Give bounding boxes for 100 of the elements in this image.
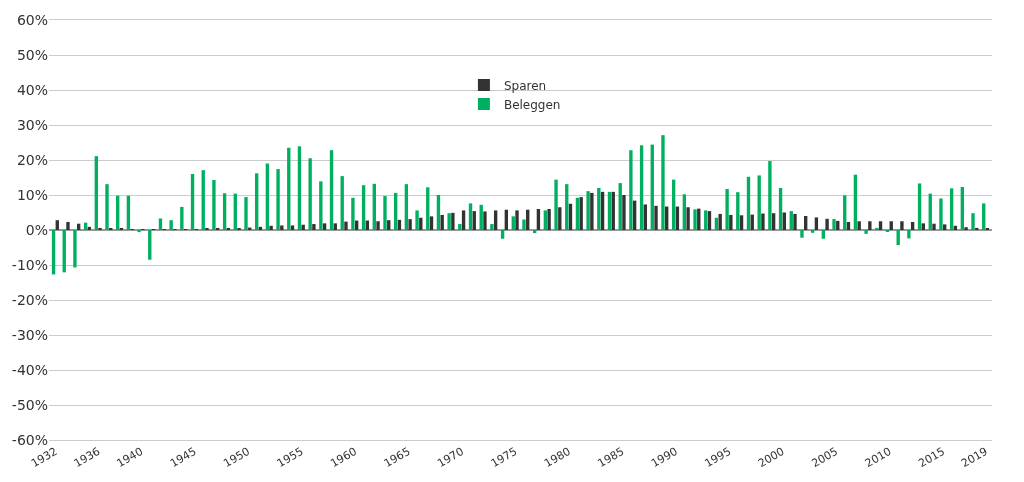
bar — [718, 213, 722, 230]
bar — [276, 169, 280, 230]
bar — [900, 221, 904, 230]
bar — [597, 188, 601, 230]
bar — [622, 195, 626, 230]
bar — [408, 219, 412, 230]
legend-label: Beleggen — [503, 97, 561, 112]
bar — [429, 216, 434, 230]
bar — [158, 218, 163, 230]
bar — [547, 209, 551, 230]
bar — [180, 206, 184, 230]
y-tick-label: 20% — [16, 151, 48, 168]
bar — [864, 230, 868, 234]
bar — [629, 150, 633, 230]
bar — [312, 224, 316, 230]
bar — [244, 197, 248, 230]
bar — [387, 220, 391, 230]
bar — [661, 135, 665, 230]
bar — [383, 196, 387, 230]
bar — [558, 207, 562, 230]
bar — [768, 161, 772, 230]
y-tick-label: -60% — [11, 431, 48, 448]
bar — [461, 210, 466, 230]
bar — [451, 212, 455, 230]
bar — [468, 203, 473, 230]
bar — [426, 187, 430, 230]
bar — [105, 184, 109, 230]
bar — [269, 225, 273, 230]
bar — [971, 213, 975, 230]
bar — [73, 230, 77, 268]
bar — [169, 220, 173, 230]
bar — [725, 189, 729, 230]
bar — [500, 230, 505, 239]
bar — [757, 175, 761, 230]
bar — [137, 230, 141, 233]
bar — [654, 205, 658, 230]
bar — [964, 227, 968, 230]
bar — [222, 193, 227, 230]
bar — [729, 214, 733, 230]
y-tick-label: -20% — [11, 291, 48, 308]
bar — [319, 181, 323, 230]
bar — [447, 213, 451, 230]
bar — [843, 195, 847, 230]
y-tick-label: -50% — [11, 396, 48, 413]
bar — [290, 225, 295, 230]
y-tick-label: 50% — [16, 46, 48, 63]
bar — [793, 213, 797, 230]
bar — [939, 198, 943, 230]
bar — [308, 158, 312, 230]
bar — [921, 223, 925, 230]
bar — [415, 210, 419, 230]
bar — [515, 210, 519, 230]
bar — [590, 192, 594, 230]
bar — [543, 210, 548, 230]
bar — [522, 219, 526, 230]
bar — [693, 209, 697, 230]
bar — [643, 204, 648, 230]
bar — [889, 221, 893, 230]
bar — [493, 210, 498, 230]
y-tick-label: 60% — [16, 11, 48, 28]
bar — [322, 223, 327, 230]
bar — [579, 197, 583, 230]
bar — [949, 188, 954, 230]
bar — [810, 230, 815, 233]
bar — [943, 224, 947, 230]
bar — [376, 221, 380, 230]
legend-label: Sparen — [503, 78, 547, 93]
bar — [55, 220, 59, 230]
bar — [490, 224, 494, 230]
bar — [704, 210, 708, 230]
bar — [932, 223, 936, 230]
bar — [280, 225, 284, 230]
bar — [98, 227, 102, 230]
bar — [821, 230, 826, 239]
y-tick-label: 0% — [25, 221, 48, 238]
bar — [333, 223, 337, 230]
bar — [682, 194, 687, 230]
bar — [255, 173, 259, 230]
bar — [351, 197, 355, 230]
bar — [686, 207, 690, 230]
bar — [148, 230, 152, 260]
bar — [511, 216, 515, 230]
bar — [857, 221, 861, 230]
bar — [917, 183, 922, 230]
bar — [814, 217, 819, 230]
y-tick-label: -10% — [11, 256, 48, 273]
bar — [483, 211, 487, 230]
bar — [800, 230, 804, 238]
bar — [736, 192, 740, 230]
bar — [94, 156, 98, 230]
bar — [297, 146, 302, 230]
bar — [458, 224, 462, 230]
bar — [832, 219, 836, 230]
bar — [66, 221, 70, 230]
bar — [907, 230, 911, 239]
bar — [868, 221, 872, 230]
y-tick-label: -30% — [11, 326, 48, 343]
bar — [586, 191, 590, 230]
bar — [554, 179, 558, 230]
y-tick-label: -40% — [11, 361, 48, 378]
